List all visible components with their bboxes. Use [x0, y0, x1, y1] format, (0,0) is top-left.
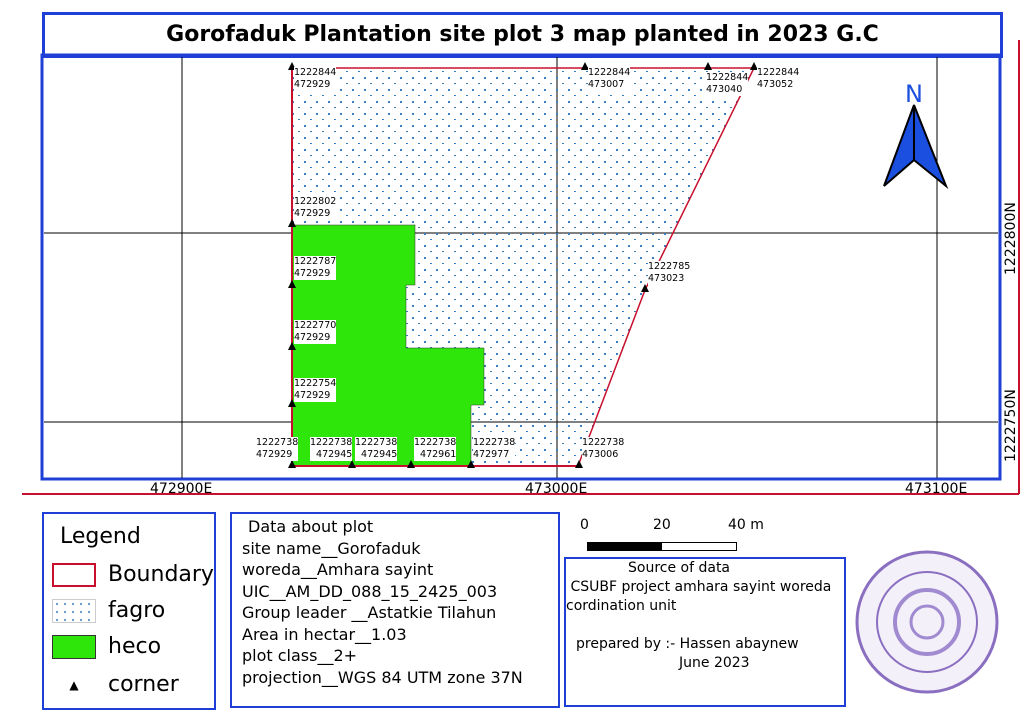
corner-label: 1222738 472945 [355, 437, 398, 461]
corner-label: 1222844 473040 [706, 72, 749, 96]
corner-triangle-icon [288, 280, 296, 288]
y-grid-label: 1222750N [1003, 389, 1019, 462]
corner-markers [288, 62, 758, 468]
corner-label: 1222844 473052 [757, 67, 800, 91]
green-swatch [52, 634, 96, 659]
source-line: cordination unit [566, 598, 677, 614]
corner-triangle-icon [288, 460, 296, 468]
source-line: prepared by :- Hassen abaynew [576, 636, 799, 652]
x-grid-label: 472900E [150, 481, 213, 497]
corner-label: 1222844 473007 [588, 67, 631, 91]
legend-item-corner: ▲ corner [52, 672, 178, 697]
corner-label: 1222802 472929 [294, 196, 337, 220]
corner-triangle-icon [581, 62, 589, 70]
corner-triangle-icon [288, 219, 296, 227]
corner-triangle-icon [407, 460, 415, 468]
source-line: CSUBF project amhara sayint woreda [566, 579, 832, 595]
y-grid-label: 1222800N [1003, 202, 1019, 275]
north-label: N [905, 80, 923, 108]
info-line: projection__WGS 84 UTM zone 37N [242, 667, 523, 687]
corner-triangle-icon [467, 460, 475, 468]
info-line: site name__Gorofaduk [242, 538, 421, 558]
scale-tick: 0 [580, 517, 589, 533]
source-panel: Source of data CSUBF project amhara sayi… [564, 557, 846, 707]
corner-label: 1222787 472929 [294, 256, 337, 280]
x-grid-label: 473100E [905, 481, 968, 497]
corner-triangle-icon [288, 342, 296, 350]
x-grid-label: 473000E [525, 481, 588, 497]
boundary-swatch [52, 562, 96, 587]
info-line: Data about plot [248, 517, 374, 536]
corner-triangle-icon [575, 460, 583, 468]
corner-triangle-icon [750, 62, 758, 70]
scale-bar [587, 542, 737, 551]
corner-label: 1222738 472929 [256, 437, 299, 461]
legend: Legend Boundary fagro heco ▲ corner [42, 512, 216, 710]
corner-label: 1222754 472929 [294, 378, 337, 402]
source-line: June 2023 [679, 655, 750, 671]
plot-info-panel: Data about plot site name__Gorofaduk wor… [230, 512, 560, 708]
info-line: Area in hectar__1.03 [242, 624, 407, 644]
legend-item-heco: heco [52, 634, 161, 659]
corner-label: 1222738 472961 [414, 437, 457, 461]
corner-triangle-icon [704, 62, 712, 70]
dotted-swatch [52, 598, 96, 623]
corner-label: 1222738 472977 [473, 437, 516, 461]
map-frame [40, 53, 1002, 481]
triangle-icon: ▲ [69, 677, 79, 692]
scale-tick: 40 m [728, 517, 764, 533]
corner-triangle-icon [641, 284, 649, 292]
official-stamp [855, 550, 999, 694]
source-line: Source of data [628, 560, 731, 576]
scale-tick: 20 [653, 517, 671, 533]
info-line: woreda__Amhara sayint [242, 560, 434, 579]
corner-label: 1222738 473006 [582, 437, 625, 461]
corner-label: 1222785 473023 [648, 261, 691, 285]
map-canvas: N [22, 40, 1020, 495]
legend-item-boundary: Boundary [52, 562, 214, 587]
corner-label: 1222738 472945 [310, 437, 353, 461]
corner-triangle-icon [288, 399, 296, 407]
corner-label: 1222844 472929 [294, 67, 337, 91]
info-line: plot class__2+ [242, 646, 358, 665]
legend-title: Legend [60, 524, 141, 549]
corner-triangle-icon [348, 460, 356, 468]
legend-item-fagro: fagro [52, 598, 165, 623]
info-line: UIC__AM_DD_088_15_2425_003 [242, 581, 498, 601]
north-arrow-icon [883, 104, 949, 190]
info-line: Group leader __Astatkie Tilahun [242, 603, 497, 622]
corner-label: 1222770 472929 [294, 320, 337, 344]
